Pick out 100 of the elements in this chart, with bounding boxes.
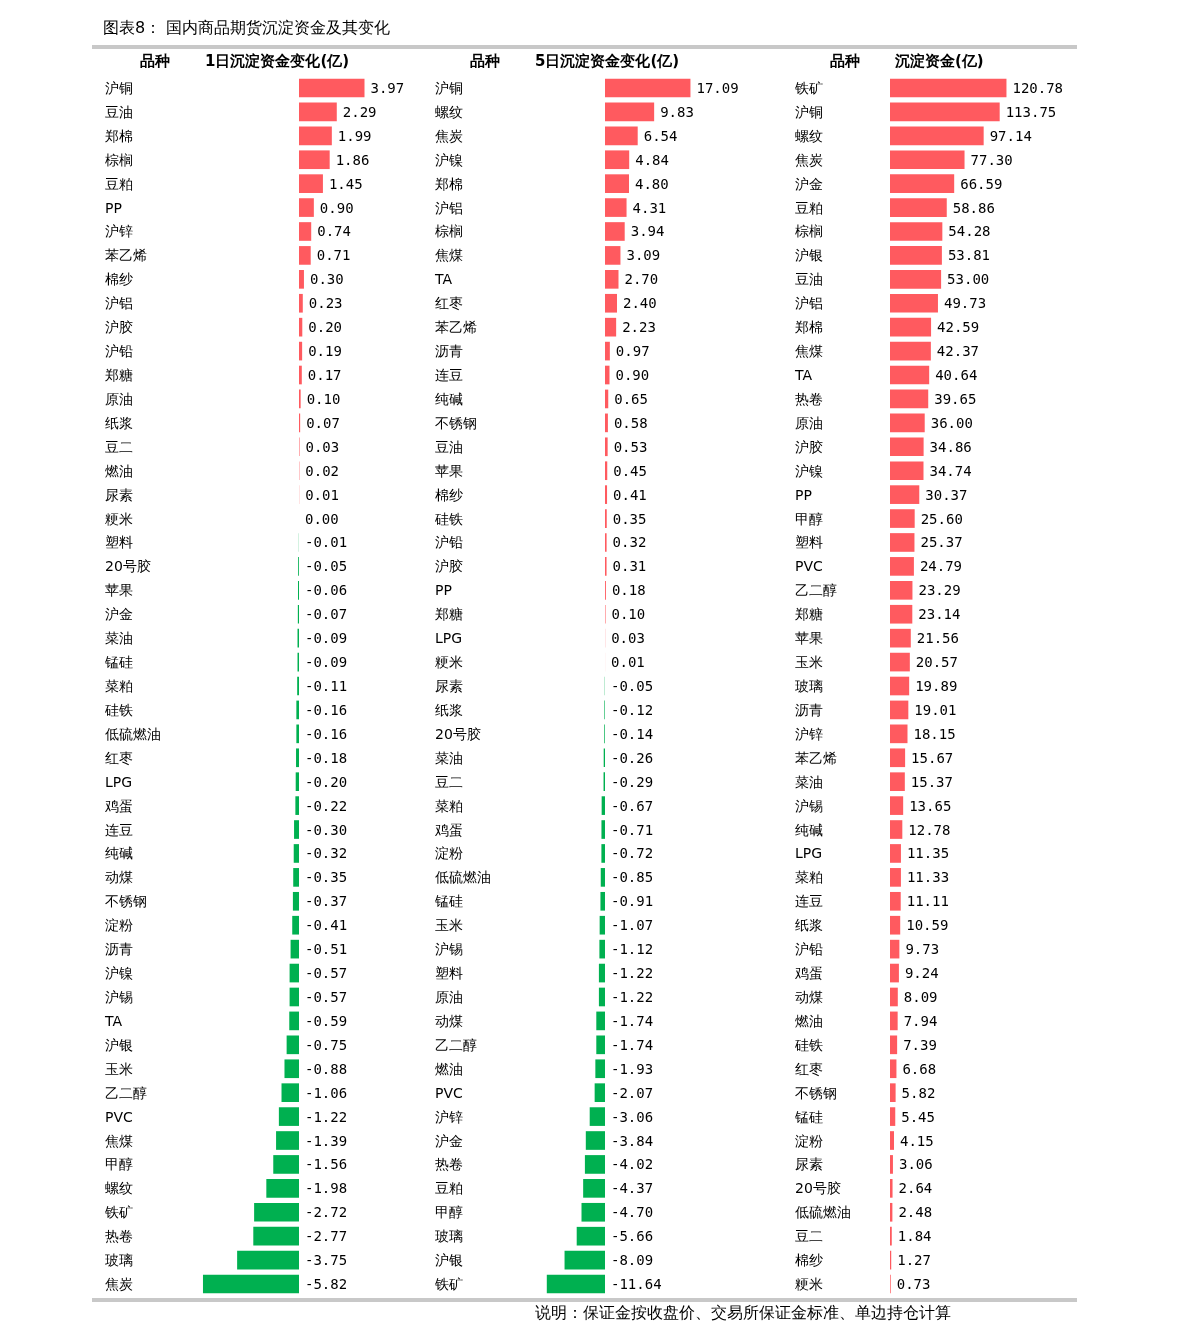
data-label: -0.32 xyxy=(305,845,348,862)
data-label: 49.73 xyxy=(943,295,987,312)
bar xyxy=(890,820,903,839)
y-tick-label: 棉纱 xyxy=(435,486,463,503)
y-tick-label: 沥青 xyxy=(435,343,463,360)
bar xyxy=(890,270,942,289)
y-tick-label: 粳米 xyxy=(105,510,133,527)
y-tick-label: 沪铜 xyxy=(795,103,823,120)
data-label: 4.15 xyxy=(900,1132,934,1149)
y-tick-label: PP xyxy=(435,582,452,599)
y-tick-label: TA xyxy=(104,1012,123,1029)
bar xyxy=(890,1131,894,1150)
data-label: 1.99 xyxy=(337,127,372,144)
bar xyxy=(289,987,299,1007)
bar xyxy=(299,150,330,170)
y-tick-label: 沪铝 xyxy=(435,199,463,216)
text: 说明：保证金按收盘价、交易所保证金标准、单边持仓计算 xyxy=(535,1303,951,1324)
y-tick-label: 焦炭 xyxy=(795,151,823,168)
bar xyxy=(890,1059,897,1079)
y-tick-label: 不锈钢 xyxy=(435,414,477,431)
bar xyxy=(290,939,299,959)
y-tick-label: 尿素 xyxy=(795,1156,823,1173)
data-label: -0.11 xyxy=(305,678,348,694)
data-label: 0.31 xyxy=(612,558,647,575)
bar xyxy=(299,174,323,193)
data-label: -0.37 xyxy=(305,893,348,910)
y-tick-label: 20号胶 xyxy=(435,725,481,742)
bar xyxy=(890,604,913,624)
bar xyxy=(295,772,299,792)
y-tick-label: TA xyxy=(434,271,453,288)
bar xyxy=(596,1011,605,1031)
data-label: 8.09 xyxy=(903,988,938,1005)
y-tick-label: 原油 xyxy=(435,988,463,1005)
data-label: 9.73 xyxy=(905,941,940,958)
y-tick-label: 红枣 xyxy=(795,1060,823,1077)
bar xyxy=(284,1059,299,1079)
data-label: -0.22 xyxy=(305,797,348,814)
bar xyxy=(890,317,932,337)
y-tick-label: 焦炭 xyxy=(105,1276,133,1293)
bar xyxy=(890,293,938,313)
data-label: -0.05 xyxy=(611,678,654,694)
y-tick-label: TA xyxy=(794,367,813,384)
y-tick-label: 甲醇 xyxy=(105,1156,133,1173)
x-axis-title: 5日沉淀资金变化(亿) xyxy=(535,52,680,71)
bar xyxy=(595,1059,605,1079)
data-label: -3.75 xyxy=(305,1252,348,1269)
y-tick-label: 豆油 xyxy=(435,438,463,455)
y-tick-label: 棉纱 xyxy=(795,1252,823,1269)
data-label: -4.02 xyxy=(611,1156,654,1173)
data-label: 0.65 xyxy=(614,390,648,407)
y-tick-label: 沪铝 xyxy=(795,295,823,312)
bar xyxy=(890,222,943,241)
data-label: 23.14 xyxy=(918,606,961,623)
y-tick-label: 沪铜 xyxy=(435,79,463,96)
bar xyxy=(605,198,627,217)
bar xyxy=(276,1131,299,1150)
y-tick-label: 沪锡 xyxy=(795,797,823,814)
data-label: 21.56 xyxy=(916,630,959,647)
bar xyxy=(890,150,965,170)
y-tick-label: 螺纹 xyxy=(795,127,823,144)
data-label: -0.20 xyxy=(305,773,348,790)
bar xyxy=(589,1107,605,1126)
y-tick-label: PVC xyxy=(105,1108,134,1125)
data-label: -1.22 xyxy=(305,1108,348,1125)
data-label: 0.03 xyxy=(305,438,340,455)
data-label: -0.41 xyxy=(305,917,348,934)
y-tick-label: 淀粉 xyxy=(435,845,463,862)
y-tick-label: 不锈钢 xyxy=(105,893,147,910)
bar xyxy=(890,437,924,457)
y-tick-label: 纯碱 xyxy=(795,821,823,838)
y-tick-label: 热卷 xyxy=(795,390,823,407)
y-tick-label: 尿素 xyxy=(105,486,133,503)
bar xyxy=(605,437,608,457)
bar xyxy=(576,1226,605,1246)
bar xyxy=(890,915,901,935)
bar xyxy=(890,1035,898,1055)
data-label: 0.01 xyxy=(305,486,339,503)
data-label: 19.01 xyxy=(914,701,957,718)
bar xyxy=(294,820,299,839)
y-tick-label: 菜油 xyxy=(435,749,463,766)
data-label: 6.68 xyxy=(902,1060,937,1077)
bar xyxy=(293,844,299,863)
y-tick-label: 螺纹 xyxy=(105,1180,133,1197)
data-label: -1.74 xyxy=(611,1012,654,1029)
bar xyxy=(254,1202,299,1222)
bar xyxy=(890,509,915,528)
bar xyxy=(292,915,299,935)
bar xyxy=(890,748,906,768)
bar xyxy=(605,461,608,481)
data-label: 12.78 xyxy=(908,821,951,838)
data-label: 0.32 xyxy=(612,534,647,551)
y-tick-label: 沪锌 xyxy=(795,725,823,742)
y-tick-label: 苹果 xyxy=(795,630,823,647)
bar xyxy=(299,341,303,361)
data-label: 40.64 xyxy=(935,367,978,384)
data-label: -1.74 xyxy=(611,1036,654,1053)
data-label: 0.41 xyxy=(613,486,647,503)
y-tick-label: 菜油 xyxy=(795,773,823,790)
y-tick-label: 豆二 xyxy=(795,1228,823,1245)
y-tick-label: 郑糖 xyxy=(795,606,823,623)
